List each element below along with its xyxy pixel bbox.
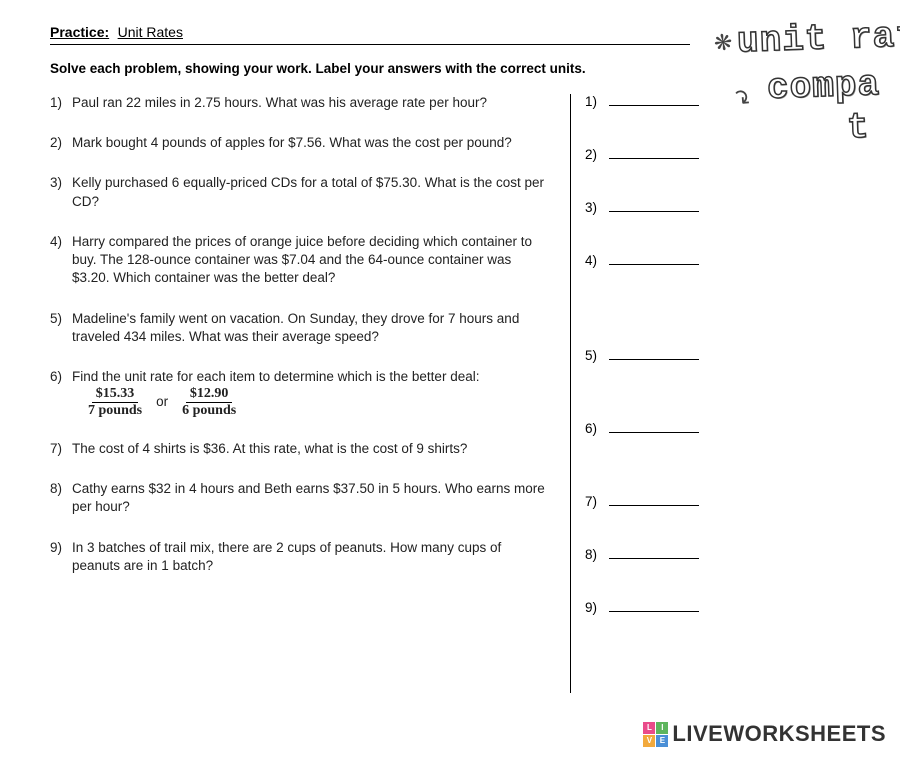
answer-number: 1) (585, 94, 605, 109)
problem-text: Kelly purchased 6 equally-priced CDs for… (72, 174, 554, 210)
problem-number: 4) (50, 233, 72, 288)
answer-blank[interactable] (609, 547, 699, 559)
or-text: or (156, 393, 168, 411)
problem-number: 2) (50, 134, 72, 152)
problem-2: 2) Mark bought 4 pounds of apples for $7… (50, 134, 554, 152)
answer-row-7: 7) (585, 494, 699, 509)
problem-5: 5) Madeline's family went on vacation. O… (50, 310, 554, 346)
badge-cell: V (643, 735, 655, 747)
problems-column: 1) Paul ran 22 miles in 2.75 hours. What… (50, 94, 570, 693)
problem-number: 3) (50, 174, 72, 210)
fraction-bot: 7 pounds (84, 403, 146, 418)
answer-number: 3) (585, 200, 605, 215)
problem-text: Mark bought 4 pounds of apples for $7.56… (72, 134, 554, 152)
answer-blank[interactable] (609, 421, 699, 433)
problem-4: 4) Harry compared the prices of orange j… (50, 233, 554, 288)
worksheet-page: Practice: Unit Rates Solve each problem,… (0, 0, 720, 693)
decor-word-2: compa (766, 62, 900, 109)
problem-number: 6) (50, 368, 72, 418)
problem-number: 8) (50, 480, 72, 516)
problem-6: 6) Find the unit rate for each item to d… (50, 368, 554, 418)
answer-blank[interactable] (609, 253, 699, 265)
answer-blank[interactable] (609, 94, 699, 106)
problem-text: Cathy earns $32 in 4 hours and Beth earn… (72, 480, 554, 516)
answer-number: 9) (585, 600, 605, 615)
decor-word-1: unit rate (736, 14, 900, 62)
header-label: Practice: (50, 24, 109, 40)
fraction-top: $12.90 (186, 386, 233, 402)
problem-text: In 3 batches of trail mix, there are 2 c… (72, 539, 554, 575)
badge-cell: L (643, 722, 655, 734)
answer-number: 6) (585, 421, 605, 436)
problem-1: 1) Paul ran 22 miles in 2.75 hours. What… (50, 94, 554, 112)
instructions-text: Solve each problem, showing your work. L… (50, 61, 720, 76)
problem-text: Madeline's family went on vacation. On S… (72, 310, 554, 346)
problem-7: 7) The cost of 4 shirts is $36. At this … (50, 440, 554, 458)
answer-row-6: 6) (585, 421, 699, 436)
answers-column: 1) 2) 3) 4) 5) 6) 7) 8) 9) (570, 94, 699, 693)
problem-text: Paul ran 22 miles in 2.75 hours. What wa… (72, 94, 554, 112)
answer-row-3: 3) (585, 200, 699, 215)
answer-blank[interactable] (609, 147, 699, 159)
answer-number: 2) (585, 147, 605, 162)
answer-row-8: 8) (585, 547, 699, 562)
problem-number: 7) (50, 440, 72, 458)
header-title: Unit Rates (118, 24, 183, 40)
answer-row-2: 2) (585, 147, 699, 162)
answer-blank[interactable] (609, 348, 699, 360)
answer-number: 4) (585, 253, 605, 268)
answer-blank[interactable] (609, 600, 699, 612)
answer-number: 5) (585, 348, 605, 363)
problem-9: 9) In 3 batches of trail mix, there are … (50, 539, 554, 575)
problem-number: 5) (50, 310, 72, 346)
problem-8: 8) Cathy earns $32 in 4 hours and Beth e… (50, 480, 554, 516)
watermark-badge: L I V E (643, 722, 668, 747)
content-columns: 1) Paul ran 22 miles in 2.75 hours. What… (50, 94, 720, 693)
answer-number: 7) (585, 494, 605, 509)
problem-3: 3) Kelly purchased 6 equally-priced CDs … (50, 174, 554, 210)
problem-text: The cost of 4 shirts is $36. At this rat… (72, 440, 554, 458)
problem-number: 1) (50, 94, 72, 112)
answer-row-5: 5) (585, 348, 699, 363)
answer-row-1: 1) (585, 94, 699, 109)
answer-number: 8) (585, 547, 605, 562)
watermark-text: LIVEWORKSHEETS (672, 721, 886, 747)
decor-word-3: t (846, 104, 900, 148)
badge-cell: I (656, 722, 668, 734)
fraction-top: $15.33 (92, 386, 139, 402)
header: Practice: Unit Rates (50, 24, 690, 45)
fraction-1: $15.33 7 pounds (84, 386, 146, 418)
problem-text: Find the unit rate for each item to dete… (72, 368, 554, 418)
problem-text: Harry compared the prices of orange juic… (72, 233, 554, 288)
answer-blank[interactable] (609, 200, 699, 212)
answer-blank[interactable] (609, 494, 699, 506)
wheat-icon: ❋ (711, 29, 734, 58)
problem-number: 9) (50, 539, 72, 575)
liveworksheets-watermark: L I V E LIVEWORKSHEETS (643, 721, 886, 747)
problem-6-lead: Find the unit rate for each item to dete… (72, 369, 479, 384)
fraction-bot: 6 pounds (178, 403, 240, 418)
badge-cell: E (656, 735, 668, 747)
decorative-words: unit rate compa t (737, 18, 900, 147)
fraction-2: $12.90 6 pounds (178, 386, 240, 418)
answer-row-9: 9) (585, 600, 699, 615)
answer-row-4: 4) (585, 253, 699, 268)
